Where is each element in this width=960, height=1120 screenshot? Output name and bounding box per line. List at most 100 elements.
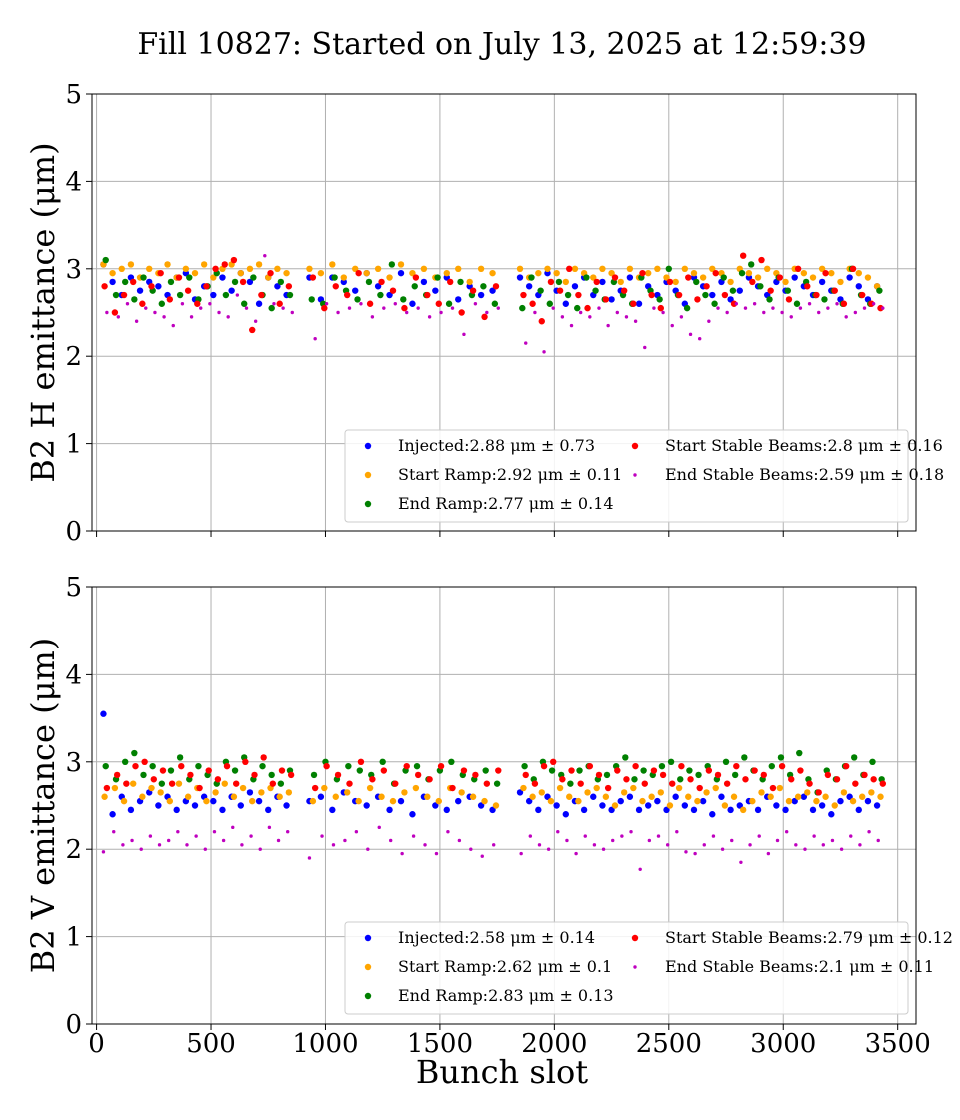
start-ramp-point xyxy=(477,265,485,272)
end-ramp-point xyxy=(622,754,629,761)
x-tick-label: 1000 xyxy=(292,1029,358,1059)
end-stable-beams-point xyxy=(528,834,533,838)
start-stable-beams-point xyxy=(366,300,374,307)
x-axis-label: Bunch slot xyxy=(416,1053,588,1091)
injected-point xyxy=(873,802,881,809)
end-ramp-point xyxy=(268,304,275,312)
end-ramp-point xyxy=(493,780,501,787)
start-stable-beams-point xyxy=(323,762,330,770)
start-ramp-point xyxy=(529,793,536,800)
y-axis-label: B2 H emittance (μm) xyxy=(24,142,62,482)
end-ramp-point xyxy=(445,300,453,307)
start-ramp-point xyxy=(849,797,857,805)
end-ramp-point xyxy=(377,291,384,299)
x-tick-label: 500 xyxy=(186,1029,236,1059)
start-ramp-point xyxy=(828,269,835,277)
end-stable-beams-point xyxy=(670,323,674,328)
injected-point xyxy=(608,806,615,814)
start-ramp-point xyxy=(520,784,527,792)
start-stable-beams-point xyxy=(223,762,231,770)
injected-point xyxy=(709,291,716,299)
injected-point xyxy=(329,806,336,814)
end-ramp-point xyxy=(131,749,138,757)
end-stable-beams-point xyxy=(101,850,106,854)
end-stable-beams-point xyxy=(844,315,848,319)
injected-point xyxy=(626,274,634,281)
start-ramp-point xyxy=(443,269,450,277)
injected-point xyxy=(562,300,569,307)
start-ramp-point xyxy=(200,261,208,268)
start-ramp-point xyxy=(809,274,817,281)
start-stable-beams-point xyxy=(675,291,683,299)
start-stable-beams-point xyxy=(648,291,655,299)
start-ramp-point xyxy=(420,265,428,272)
injected-point xyxy=(489,806,496,814)
injected-point xyxy=(608,296,615,303)
end-ramp-point xyxy=(567,780,574,787)
injected-point xyxy=(635,806,643,814)
start-stable-beams-point xyxy=(723,780,731,787)
end-ramp-point xyxy=(777,754,785,761)
start-stable-beams-point xyxy=(332,283,339,290)
start-ramp-point xyxy=(321,784,328,792)
start-stable-beams-point xyxy=(113,771,121,779)
start-stable-beams-point xyxy=(233,780,240,787)
end-ramp-point xyxy=(592,287,599,294)
end-stable-beams-point xyxy=(711,834,716,838)
end-stable-beams-point xyxy=(560,315,565,319)
start-ramp-point xyxy=(274,265,281,272)
end-ramp-point xyxy=(457,278,464,286)
start-stable-beams-point xyxy=(632,762,639,770)
start-stable-beams-point xyxy=(346,780,353,787)
y-tick-label: 5 xyxy=(65,80,82,110)
start-stable-beams-point xyxy=(861,771,868,779)
end-stable-beams-point xyxy=(588,315,592,319)
end-stable-beams-point xyxy=(647,838,652,843)
start-ramp-point xyxy=(255,261,263,268)
start-ramp-point xyxy=(868,789,875,796)
start-stable-beams-point xyxy=(685,274,692,281)
y-tick-label: 5 xyxy=(65,573,82,603)
end-ramp-point xyxy=(722,758,730,765)
start-ramp-point xyxy=(516,265,524,272)
injected-point xyxy=(773,802,780,809)
start-ramp-point xyxy=(458,789,465,796)
start-ramp-point xyxy=(754,274,762,281)
start-ramp-point xyxy=(699,274,707,281)
end-stable-beams-point xyxy=(377,825,381,830)
end-stable-beams-point xyxy=(597,306,601,310)
start-ramp-point xyxy=(166,797,174,805)
x-tick-label: 3500 xyxy=(865,1029,931,1059)
axis-ticks: 0 500 1000 1500 2000 2500 3000 3500 0 1 2 3 4 5 xyxy=(65,573,930,1059)
start-ramp-point xyxy=(648,793,655,800)
injected-point xyxy=(599,802,606,809)
start-stable-beams-point xyxy=(460,767,468,774)
end-stable-beams-point xyxy=(307,856,312,860)
injected-point xyxy=(818,802,826,809)
start-stable-beams-point xyxy=(824,771,832,779)
end-stable-beams-point xyxy=(862,306,867,310)
start-stable-beams-point xyxy=(586,762,594,770)
y-tick-label: 0 xyxy=(65,517,82,547)
injected-point xyxy=(672,793,679,800)
end-ramp-point xyxy=(738,269,746,277)
start-stable-beams-point xyxy=(148,283,155,290)
injected-point xyxy=(109,811,116,818)
start-stable-beams-point xyxy=(859,291,866,299)
start-ramp-point xyxy=(639,797,646,805)
end-stable-beams-point xyxy=(244,306,249,310)
legend: Injected:2.58 μm ± 0.14 Start Ramp:2.62 μ… xyxy=(344,921,953,1015)
end-stable-beams-point xyxy=(281,306,285,310)
injected-point xyxy=(553,802,560,809)
start-stable-beams-point xyxy=(111,309,119,316)
end-stable-beams-point xyxy=(757,834,761,838)
end-stable-beams-point xyxy=(817,310,821,315)
start-stable-beams-point xyxy=(842,762,850,770)
end-ramp-point xyxy=(434,274,441,281)
end-ramp-point xyxy=(158,780,166,787)
injected-point xyxy=(155,283,162,290)
start-ramp-point xyxy=(602,793,610,800)
start-ramp-point xyxy=(366,784,374,792)
start-stable-beams-point xyxy=(412,274,420,281)
start-stable-beams-point xyxy=(566,265,573,272)
